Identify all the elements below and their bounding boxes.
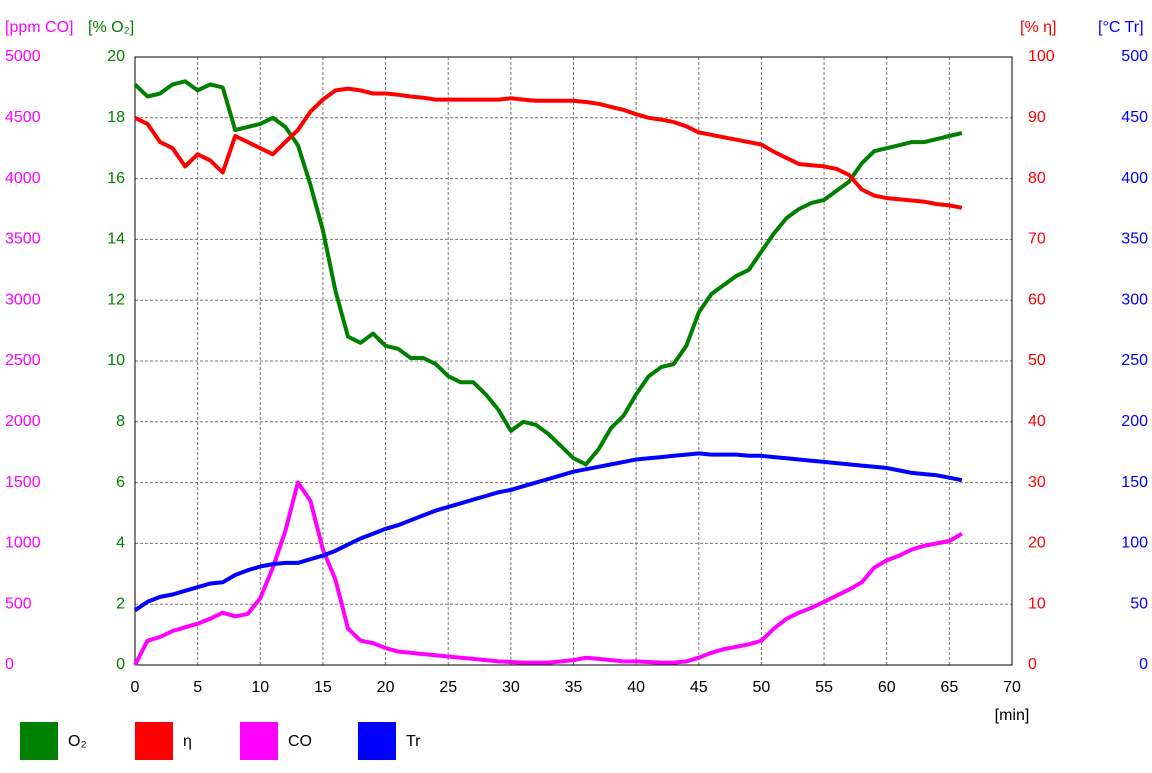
data-line <box>134 86 963 210</box>
y-tick-label: 0 <box>1028 656 1037 673</box>
x-tick-label: 65 <box>940 679 958 696</box>
x-axis-label: [min] <box>995 707 1030 724</box>
y-tick-label: 300 <box>1121 291 1148 308</box>
y-tick-label: 100 <box>1028 48 1055 65</box>
y-tick-label: 350 <box>1121 231 1148 248</box>
legend-label: O₂ <box>68 733 87 750</box>
y-axis-label: [% O₂] <box>88 19 134 36</box>
y-tick-label: 50 <box>1028 352 1046 369</box>
x-tick-label: 25 <box>439 679 457 696</box>
legend-swatch <box>135 722 173 760</box>
data-line <box>133 480 963 666</box>
x-tick-label: 70 <box>1003 679 1021 696</box>
y-tick-label: 10 <box>107 352 125 369</box>
y-tick-label: 1500 <box>5 474 41 491</box>
y-tick-label: 100 <box>1121 535 1148 552</box>
x-tick-label: 60 <box>878 679 896 696</box>
y-tick-label: 0 <box>5 656 14 673</box>
y-tick-label: 4500 <box>5 109 41 126</box>
y-tick-label: 0 <box>116 656 125 673</box>
y-tick-label: 18 <box>107 109 125 126</box>
y-tick-label: 0 <box>1139 656 1148 673</box>
y-tick-label: 80 <box>1028 170 1046 187</box>
legend-label: CO <box>288 733 312 750</box>
x-tick-label: 35 <box>565 679 583 696</box>
y-tick-label: 60 <box>1028 291 1046 308</box>
y-tick-label: 2000 <box>5 413 41 430</box>
data-line <box>133 451 963 612</box>
x-tick-label: 45 <box>690 679 708 696</box>
y-axis-label: [ppm CO] <box>5 19 73 36</box>
y-tick-label: 16 <box>107 170 125 187</box>
y-tick-label: 40 <box>1028 413 1046 430</box>
x-tick-label: 50 <box>753 679 771 696</box>
x-tick-label: 55 <box>815 679 833 696</box>
x-tick-label: 10 <box>251 679 269 696</box>
y-axis-label: [°C Tr] <box>1098 19 1144 36</box>
x-tick-label: 0 <box>131 679 140 696</box>
y-tick-label: 2500 <box>5 352 41 369</box>
y-tick-label: 3500 <box>5 231 41 248</box>
y-tick-label: 250 <box>1121 352 1148 369</box>
y-tick-label: 2 <box>116 595 125 612</box>
y-tick-label: 14 <box>107 231 125 248</box>
y-axis-label: [% η] <box>1020 19 1056 36</box>
y-tick-label: 500 <box>1121 48 1148 65</box>
legend-label: Tr <box>406 733 421 750</box>
legend-swatch <box>240 722 278 760</box>
legend-swatch <box>358 722 396 760</box>
y-tick-label: 5000 <box>5 48 41 65</box>
y-tick-label: 70 <box>1028 231 1046 248</box>
x-tick-label: 20 <box>377 679 395 696</box>
data-line <box>133 79 963 467</box>
y-tick-label: 12 <box>107 291 125 308</box>
y-tick-label: 3000 <box>5 291 41 308</box>
y-tick-label: 200 <box>1121 413 1148 430</box>
y-tick-label: 150 <box>1121 474 1148 491</box>
x-tick-label: 15 <box>314 679 332 696</box>
y-tick-label: 90 <box>1028 109 1046 126</box>
y-tick-label: 50 <box>1130 595 1148 612</box>
y-tick-label: 400 <box>1121 170 1148 187</box>
y-tick-label: 450 <box>1121 109 1148 126</box>
legend-label: η <box>183 733 192 750</box>
legend-swatch <box>20 722 58 760</box>
y-tick-label: 4 <box>116 535 125 552</box>
y-tick-label: 10 <box>1028 595 1046 612</box>
y-tick-label: 6 <box>116 474 125 491</box>
x-tick-label: 5 <box>193 679 202 696</box>
plot-frame <box>134 56 1013 666</box>
y-tick-label: 1000 <box>5 535 41 552</box>
x-tick-label: 40 <box>627 679 645 696</box>
y-tick-label: 4000 <box>5 170 41 187</box>
y-tick-label: 8 <box>116 413 125 430</box>
y-tick-label: 30 <box>1028 474 1046 491</box>
x-tick-label: 30 <box>502 679 520 696</box>
y-tick-label: 500 <box>5 595 32 612</box>
y-tick-label: 20 <box>107 48 125 65</box>
y-tick-label: 20 <box>1028 535 1046 552</box>
